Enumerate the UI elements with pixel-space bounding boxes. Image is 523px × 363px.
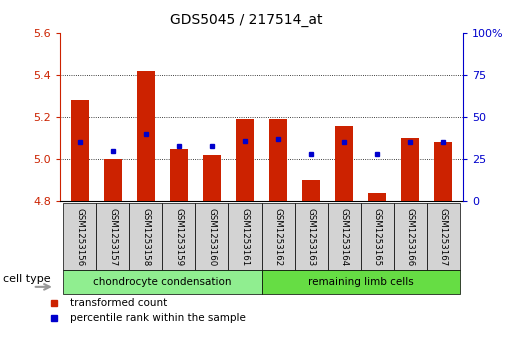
- Bar: [236, 119, 254, 201]
- Bar: [63, 270, 262, 294]
- Bar: [262, 203, 294, 270]
- Text: cell type: cell type: [3, 274, 50, 284]
- Text: transformed count: transformed count: [70, 298, 167, 308]
- Bar: [229, 203, 262, 270]
- Bar: [170, 149, 188, 201]
- Bar: [434, 142, 452, 201]
- Text: GSM1253165: GSM1253165: [372, 208, 382, 266]
- Bar: [360, 203, 393, 270]
- Text: GSM1253160: GSM1253160: [208, 208, 217, 266]
- Text: GSM1253167: GSM1253167: [439, 208, 448, 266]
- Text: GSM1253166: GSM1253166: [405, 208, 415, 266]
- Text: remaining limb cells: remaining limb cells: [308, 277, 413, 287]
- Bar: [393, 203, 427, 270]
- Bar: [327, 203, 360, 270]
- Text: GSM1253157: GSM1253157: [108, 208, 118, 266]
- Bar: [96, 203, 130, 270]
- Bar: [269, 119, 287, 201]
- Bar: [427, 203, 460, 270]
- Bar: [368, 193, 386, 201]
- Bar: [262, 270, 460, 294]
- Bar: [163, 203, 196, 270]
- Bar: [71, 100, 89, 201]
- Bar: [104, 159, 122, 201]
- Text: percentile rank within the sample: percentile rank within the sample: [70, 313, 246, 323]
- Bar: [401, 138, 419, 201]
- Bar: [335, 126, 353, 201]
- Text: GSM1253164: GSM1253164: [339, 208, 348, 266]
- Text: GSM1253163: GSM1253163: [306, 208, 315, 266]
- Text: GDS5045 / 217514_at: GDS5045 / 217514_at: [169, 13, 322, 27]
- Bar: [137, 71, 155, 201]
- Text: GSM1253158: GSM1253158: [141, 208, 151, 266]
- Bar: [63, 203, 96, 270]
- Text: GSM1253162: GSM1253162: [274, 208, 282, 266]
- Bar: [294, 203, 327, 270]
- Bar: [302, 180, 320, 201]
- Text: chondrocyte condensation: chondrocyte condensation: [93, 277, 232, 287]
- Bar: [203, 155, 221, 201]
- Bar: [196, 203, 229, 270]
- Text: GSM1253161: GSM1253161: [241, 208, 249, 266]
- Text: GSM1253156: GSM1253156: [75, 208, 84, 266]
- Text: GSM1253159: GSM1253159: [175, 208, 184, 266]
- Bar: [130, 203, 163, 270]
